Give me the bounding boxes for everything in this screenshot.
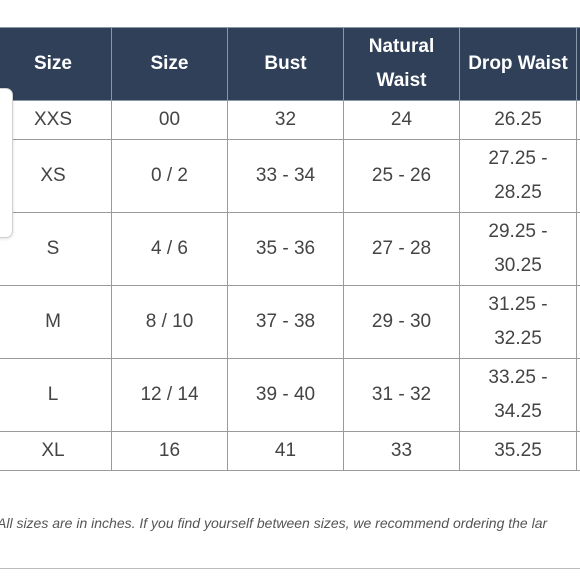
table-header-row: Size Size Bust Natural Waist Drop Waist <box>0 27 580 101</box>
cell-size-number: 12 / 14 <box>111 358 228 432</box>
cell-drop-waist: 35.25 <box>459 431 577 471</box>
cell-drop-waist: 31.25 - 32.25 <box>459 285 577 359</box>
cell-drop-waist: 26.25 <box>459 100 577 140</box>
table-row: XL 16 41 33 35.25 <box>0 431 580 471</box>
cell-natural-waist: 24 <box>343 100 460 140</box>
cell-cut-off <box>576 431 580 471</box>
table-row: XXS 00 32 24 26.25 <box>0 100 580 140</box>
cell-size-number: 4 / 6 <box>111 212 228 286</box>
size-chart-table: Size Size Bust Natural Waist Drop Waist … <box>0 27 580 471</box>
header-natural-waist: Natural Waist <box>343 27 460 101</box>
bottom-divider <box>0 568 580 569</box>
cell-bust: 39 - 40 <box>227 358 344 432</box>
header-bust: Bust <box>227 27 344 101</box>
cell-natural-waist: 29 - 30 <box>343 285 460 359</box>
cell-size-number: 8 / 10 <box>111 285 228 359</box>
cell-cut-off <box>576 100 580 140</box>
cell-size-number: 0 / 2 <box>111 139 228 213</box>
cell-size-number: 16 <box>111 431 228 471</box>
cell-size-letter: XXS <box>0 100 112 140</box>
header-drop-waist: Drop Waist <box>459 27 577 101</box>
cell-drop-waist: 29.25 - 30.25 <box>459 212 577 286</box>
cell-cut-off <box>576 358 580 432</box>
cell-cut-off <box>576 285 580 359</box>
cell-size-letter: XS <box>0 139 112 213</box>
header-size-letter: Size <box>0 27 112 101</box>
cell-size-letter: L <box>0 358 112 432</box>
header-cut-off-column <box>576 27 580 101</box>
cell-size-letter: S <box>0 212 112 286</box>
cell-drop-waist: 27.25 - 28.25 <box>459 139 577 213</box>
side-overlay-panel[interactable] <box>0 88 13 238</box>
cell-bust: 35 - 36 <box>227 212 344 286</box>
cell-cut-off <box>576 139 580 213</box>
cell-natural-waist: 25 - 26 <box>343 139 460 213</box>
cell-size-letter: M <box>0 285 112 359</box>
table-row: XS 0 / 2 33 - 34 25 - 26 27.25 - 28.25 <box>0 139 580 213</box>
cell-natural-waist: 27 - 28 <box>343 212 460 286</box>
cell-bust: 33 - 34 <box>227 139 344 213</box>
header-size-number: Size <box>111 27 228 101</box>
cell-natural-waist: 33 <box>343 431 460 471</box>
cell-natural-waist: 31 - 32 <box>343 358 460 432</box>
cell-bust: 37 - 38 <box>227 285 344 359</box>
size-footnote: All sizes are in inches. If you find you… <box>0 515 548 531</box>
cell-cut-off <box>576 212 580 286</box>
cell-size-letter: XL <box>0 431 112 471</box>
table-row: L 12 / 14 39 - 40 31 - 32 33.25 - 34.25 <box>0 358 580 432</box>
cell-bust: 32 <box>227 100 344 140</box>
cell-bust: 41 <box>227 431 344 471</box>
cell-size-number: 00 <box>111 100 228 140</box>
cell-drop-waist: 33.25 - 34.25 <box>459 358 577 432</box>
